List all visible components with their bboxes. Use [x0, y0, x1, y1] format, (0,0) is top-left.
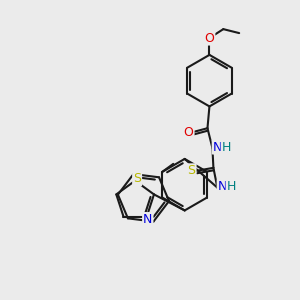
Text: H: H	[226, 180, 236, 193]
Text: H: H	[222, 140, 231, 154]
Text: N: N	[213, 140, 222, 154]
Text: N: N	[143, 213, 152, 226]
Text: S: S	[188, 164, 196, 177]
Text: O: O	[205, 32, 214, 44]
Text: S: S	[133, 172, 141, 185]
Text: N: N	[218, 180, 227, 193]
Text: O: O	[184, 126, 194, 139]
